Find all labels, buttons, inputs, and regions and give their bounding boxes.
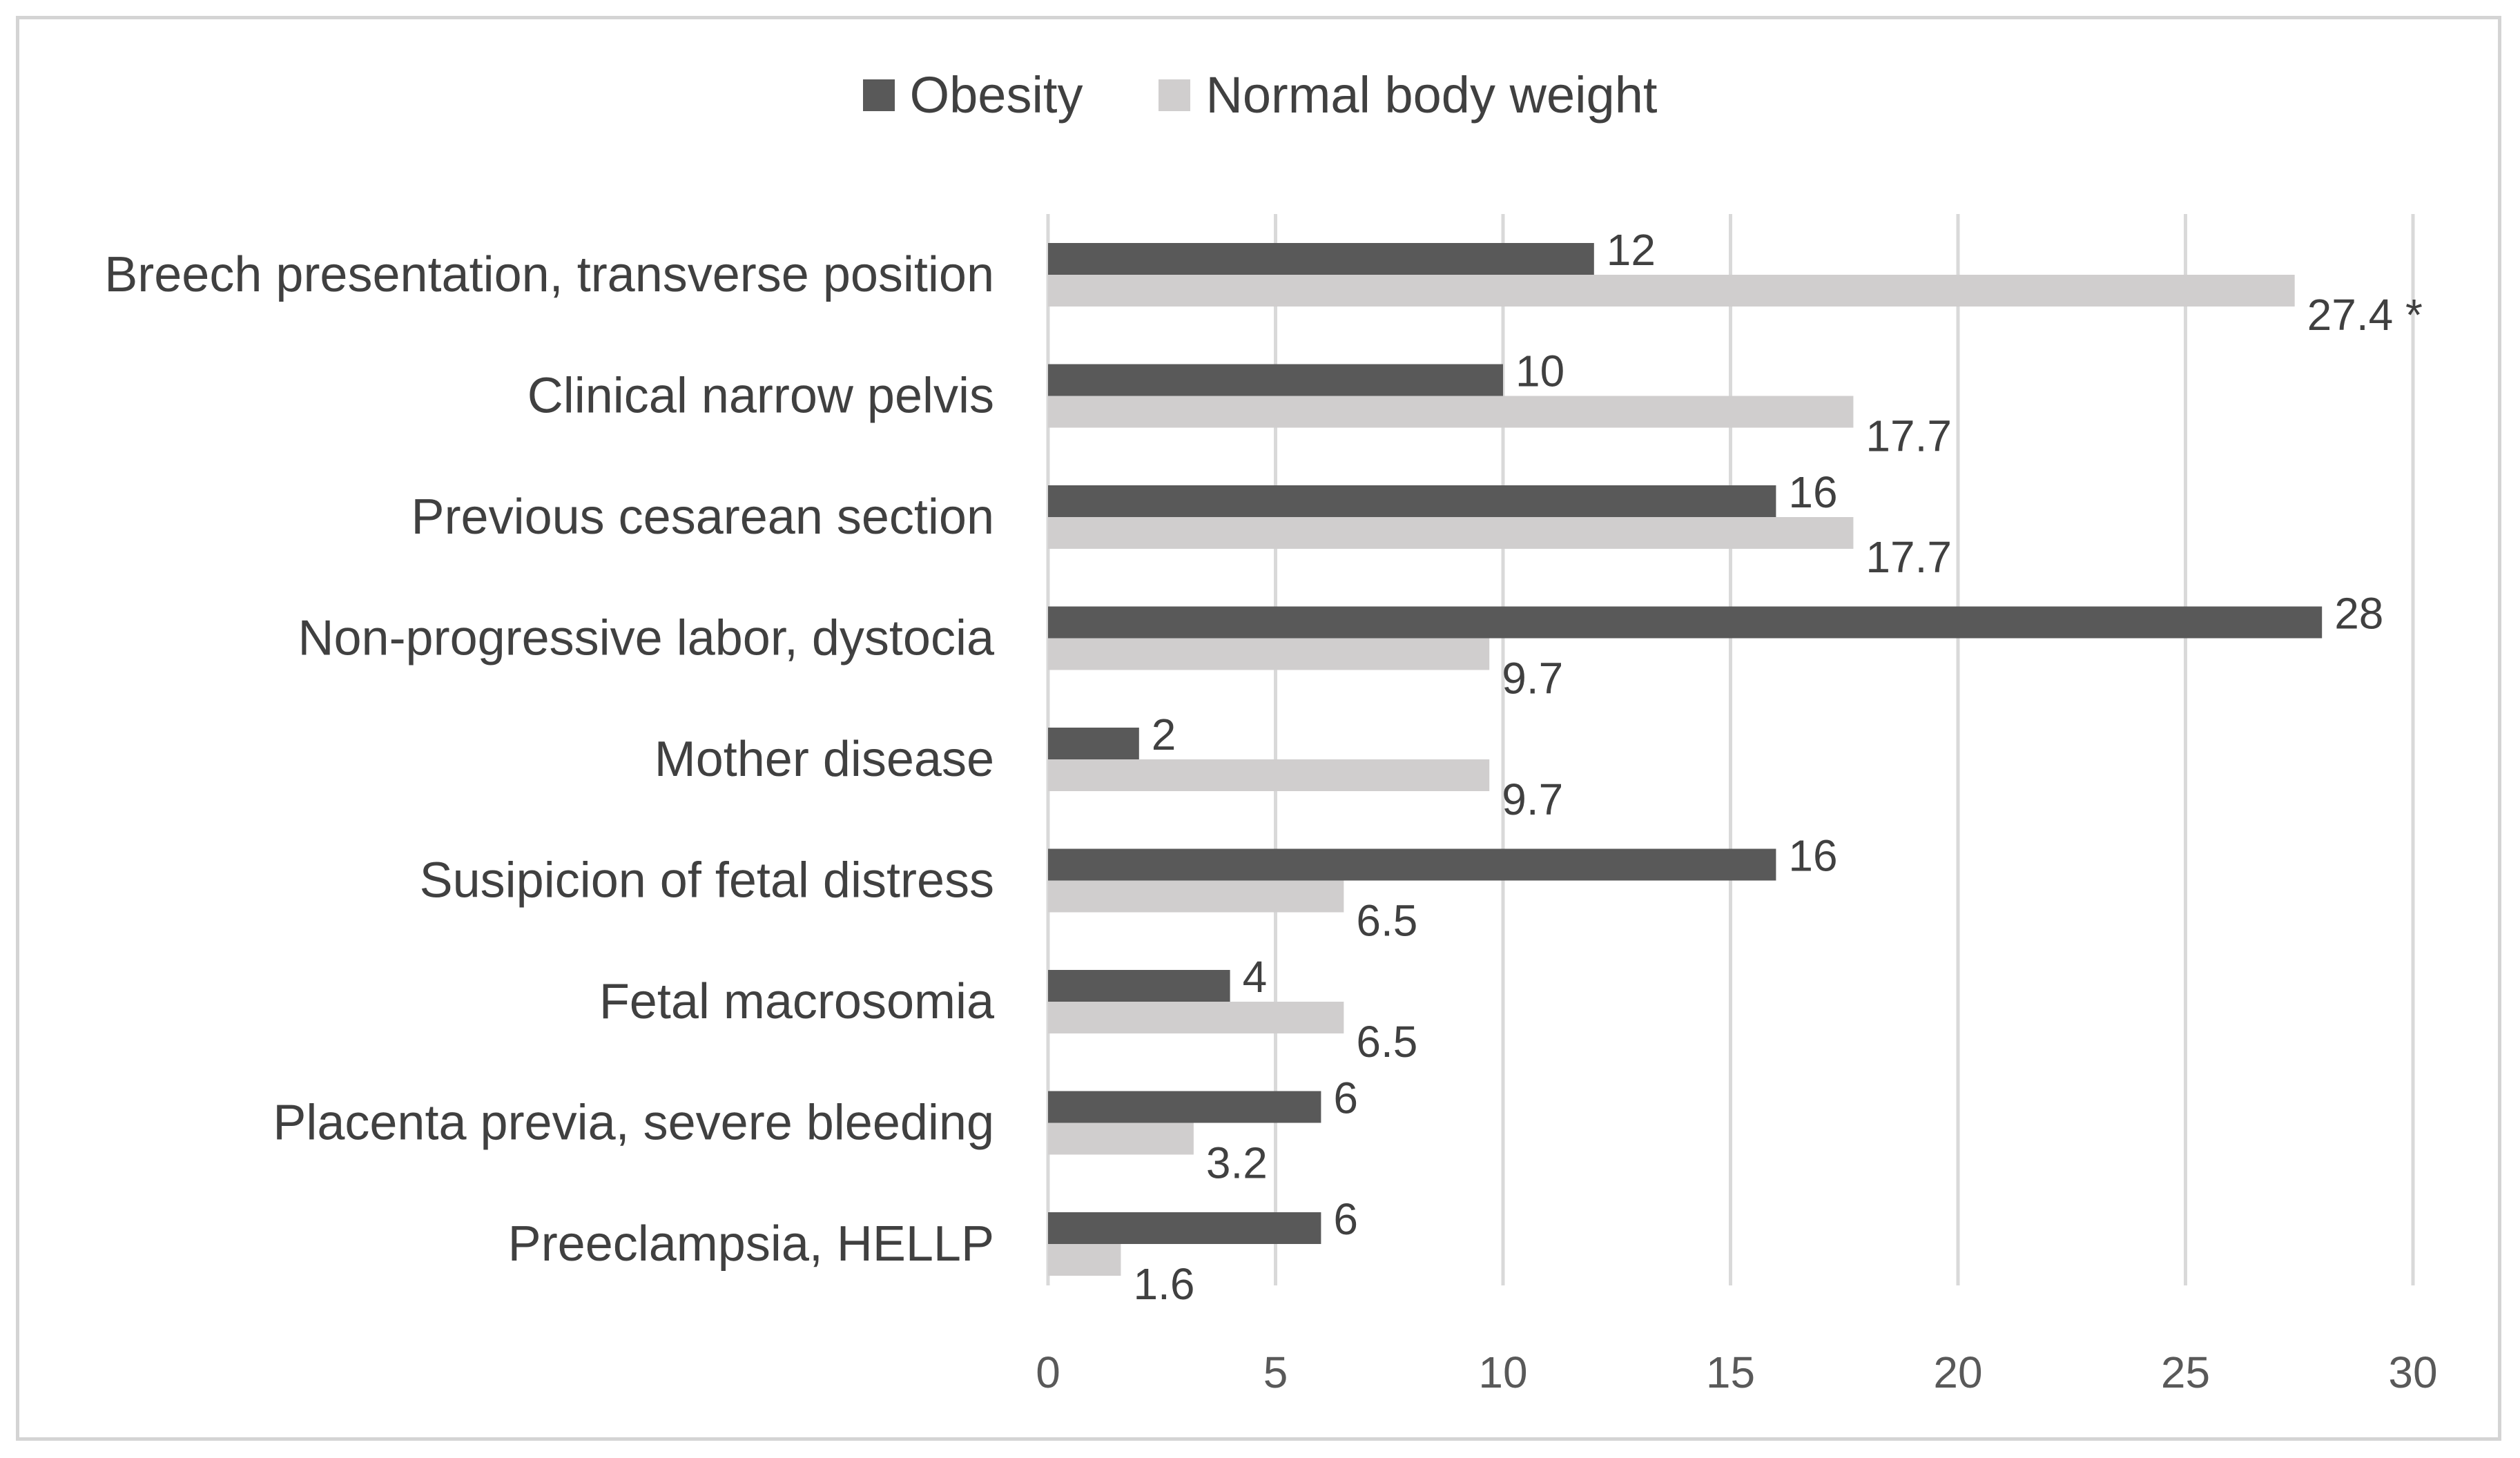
category-label: Preeclampsia, HELLP — [508, 1216, 994, 1272]
bar-normal-body-weight — [1048, 1002, 1344, 1033]
bar-obesity — [1048, 364, 1503, 396]
bar-normal-body-weight — [1048, 638, 1490, 670]
bar-normal-body-weight — [1048, 517, 1854, 549]
x-tick-label: 5 — [1263, 1348, 1288, 1397]
data-label: 2 — [1152, 710, 1176, 759]
bar-obesity — [1048, 970, 1230, 1002]
data-label: 6 — [1333, 1073, 1358, 1123]
data-label: 3.2 — [1206, 1138, 1268, 1188]
legend-label-obesity: Obesity — [909, 66, 1083, 124]
data-label: 16 — [1788, 831, 1837, 881]
legend-label-normal-body-weight: Normal body weight — [1205, 66, 1658, 124]
data-label: 28 — [2334, 589, 2383, 639]
x-tick-label: 30 — [2388, 1348, 2437, 1397]
category-label: Susipicion of fetal distress — [420, 853, 994, 908]
legend-item-normal-body-weight: Normal body weight — [1159, 66, 1657, 124]
x-tick-label: 10 — [1478, 1348, 1527, 1397]
bar-obesity — [1048, 848, 1776, 881]
bar-normal-body-weight — [1048, 396, 1854, 428]
data-label: 4 — [1243, 952, 1268, 1002]
bar-obesity — [1048, 606, 2323, 639]
bar-normal-body-weight — [1048, 1122, 1194, 1155]
data-label: 1.6 — [1133, 1259, 1194, 1309]
bar-normal-body-weight — [1048, 1244, 1121, 1276]
category-label: Fetal macrosomia — [599, 974, 995, 1029]
category-label: Breech presentation, transverse position — [104, 247, 994, 302]
bar-normal-body-weight — [1048, 759, 1490, 791]
data-label: 12 — [1607, 225, 1656, 275]
legend-swatch-normal-body-weight — [1159, 79, 1191, 111]
bar-obesity — [1048, 1212, 1321, 1244]
bar-obesity — [1048, 243, 1594, 275]
data-label: 10 — [1515, 347, 1564, 396]
legend-swatch-obesity — [862, 79, 895, 111]
category-label: Non-progressive labor, dystocia — [298, 611, 995, 666]
data-label: 6.5 — [1356, 896, 1417, 946]
data-label: 27.4 * — [2307, 290, 2423, 340]
category-label: Previous cesarean section — [411, 489, 994, 545]
data-label: 6.5 — [1356, 1017, 1417, 1067]
category-label: Placenta previa, severe bleeding — [273, 1096, 994, 1151]
legend-item-obesity: Obesity — [862, 66, 1083, 124]
bar-obesity — [1048, 1091, 1321, 1123]
x-tick-label: 20 — [1933, 1348, 1982, 1397]
bar-normal-body-weight — [1048, 275, 2295, 307]
x-tick-label: 0 — [1036, 1348, 1060, 1397]
x-tick-label: 25 — [2161, 1348, 2210, 1397]
bar-obesity — [1048, 728, 1139, 759]
category-label: Mother disease — [655, 732, 994, 787]
data-label: 6 — [1333, 1194, 1358, 1244]
bar-normal-body-weight — [1048, 880, 1344, 913]
data-label: 17.7 — [1865, 411, 1952, 461]
category-label: Clinical narrow pelvis — [527, 369, 994, 424]
x-tick-label: 15 — [1706, 1348, 1755, 1397]
data-label: 9.7 — [1502, 654, 1563, 703]
data-label: 16 — [1788, 467, 1837, 517]
data-label: 17.7 — [1865, 532, 1952, 582]
data-label: 9.7 — [1502, 775, 1563, 824]
bar-obesity — [1048, 485, 1776, 517]
legend: Obesity Normal body weight — [0, 66, 2520, 124]
